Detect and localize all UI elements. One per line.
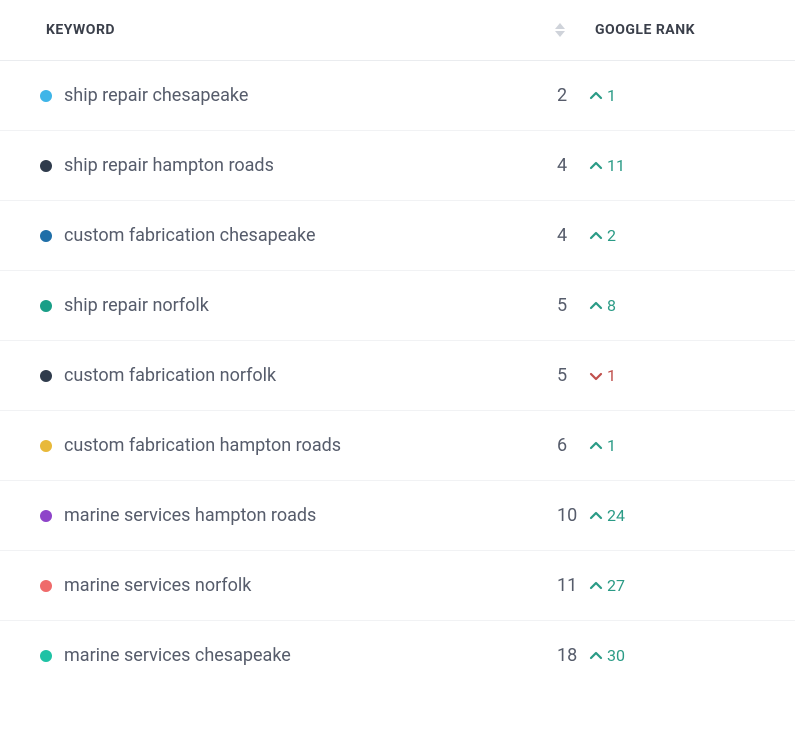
status-dot <box>40 440 52 452</box>
status-dot <box>40 370 52 382</box>
table-row[interactable]: custom fabrication norfolk51 <box>0 341 795 411</box>
rank-value: 10 <box>557 505 585 526</box>
keyword-text: ship repair chesapeake <box>64 85 557 106</box>
rank-cell: 10 24 <box>557 505 755 526</box>
rank-cell: 4 11 <box>557 155 755 176</box>
column-header-rank[interactable]: GOOGLE RANK <box>595 22 755 38</box>
trend-indicator: 30 <box>589 646 625 665</box>
chevron-up-icon <box>589 439 603 453</box>
rank-value: 5 <box>557 365 585 386</box>
table-row[interactable]: custom fabrication hampton roads61 <box>0 411 795 481</box>
rank-value: 11 <box>557 575 585 596</box>
trend-indicator: 11 <box>589 156 625 175</box>
keyword-text: marine services norfolk <box>64 575 557 596</box>
status-dot <box>40 510 52 522</box>
trend-delta: 8 <box>607 296 616 315</box>
status-dot <box>40 650 52 662</box>
rank-cell: 58 <box>557 295 755 316</box>
rank-cell: 51 <box>557 365 755 386</box>
table-row[interactable]: ship repair hampton roads4 11 <box>0 131 795 201</box>
rank-cell: 21 <box>557 85 755 106</box>
chevron-up-icon <box>589 229 603 243</box>
chevron-up-icon <box>589 649 603 663</box>
keyword-text: marine services chesapeake <box>64 645 557 666</box>
keyword-text: custom fabrication chesapeake <box>64 225 557 246</box>
chevron-up-icon <box>589 159 603 173</box>
rank-cell: 1830 <box>557 645 755 666</box>
keyword-rank-table: KEYWORD GOOGLE RANK ship repair chesapea… <box>0 0 795 690</box>
status-dot <box>40 90 52 102</box>
trend-indicator: 24 <box>589 506 625 525</box>
status-dot <box>40 300 52 312</box>
trend-delta: 30 <box>607 646 625 665</box>
table-row[interactable]: marine services norfolk11 27 <box>0 551 795 621</box>
trend-delta: 1 <box>607 366 616 385</box>
keyword-text: marine services hampton roads <box>64 505 557 526</box>
chevron-down-icon <box>589 369 603 383</box>
rank-value: 18 <box>557 645 585 666</box>
keyword-text: custom fabrication norfolk <box>64 365 557 386</box>
chevron-up-icon <box>589 89 603 103</box>
trend-delta: 11 <box>607 156 625 175</box>
rank-cell: 61 <box>557 435 755 456</box>
trend-indicator: 1 <box>589 366 616 385</box>
rank-value: 2 <box>557 85 585 106</box>
table-row[interactable]: marine services chesapeake1830 <box>0 621 795 690</box>
trend-indicator: 1 <box>589 436 616 455</box>
rank-value: 6 <box>557 435 585 456</box>
rank-value: 4 <box>557 225 585 246</box>
trend-delta: 24 <box>607 506 625 525</box>
trend-delta: 1 <box>607 436 616 455</box>
trend-indicator: 1 <box>589 86 616 105</box>
table-row[interactable]: marine services hampton roads10 24 <box>0 481 795 551</box>
rank-value: 5 <box>557 295 585 316</box>
trend-indicator: 27 <box>589 576 625 595</box>
table-row[interactable]: ship repair norfolk58 <box>0 271 795 341</box>
chevron-up-icon <box>589 509 603 523</box>
keyword-text: custom fabrication hampton roads <box>64 435 557 456</box>
sort-icon[interactable] <box>553 23 567 37</box>
table-row[interactable]: custom fabrication chesapeake42 <box>0 201 795 271</box>
trend-indicator: 8 <box>589 296 616 315</box>
rank-cell: 42 <box>557 225 755 246</box>
keyword-text: ship repair hampton roads <box>64 155 557 176</box>
table-row[interactable]: ship repair chesapeake21 <box>0 61 795 131</box>
trend-delta: 27 <box>607 576 625 595</box>
keyword-text: ship repair norfolk <box>64 295 557 316</box>
trend-delta: 1 <box>607 86 616 105</box>
rank-value: 4 <box>557 155 585 176</box>
status-dot <box>40 580 52 592</box>
trend-indicator: 2 <box>589 226 616 245</box>
table-header-row: KEYWORD GOOGLE RANK <box>0 0 795 61</box>
trend-delta: 2 <box>607 226 616 245</box>
chevron-up-icon <box>589 299 603 313</box>
status-dot <box>40 160 52 172</box>
chevron-up-icon <box>589 579 603 593</box>
column-header-keyword[interactable]: KEYWORD <box>46 22 553 38</box>
rank-cell: 11 27 <box>557 575 755 596</box>
status-dot <box>40 230 52 242</box>
